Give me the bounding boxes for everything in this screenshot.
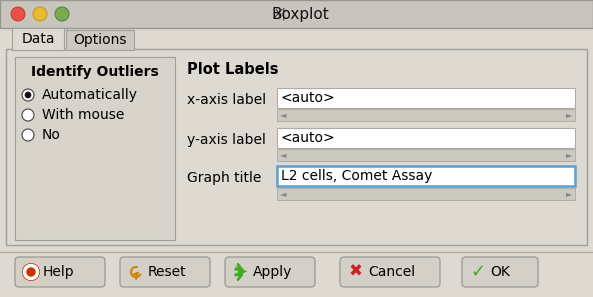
Text: ◄: ◄ — [280, 110, 286, 119]
Bar — [277, 166, 575, 186]
Text: OK: OK — [490, 265, 510, 279]
Text: ►: ► — [566, 151, 572, 159]
Text: Apply: Apply — [253, 265, 292, 279]
Bar — [15, 57, 175, 240]
Text: <auto>: <auto> — [281, 131, 336, 145]
Text: Plot Labels: Plot Labels — [187, 62, 279, 78]
Circle shape — [55, 7, 69, 21]
Text: ◄: ◄ — [280, 189, 286, 198]
FancyBboxPatch shape — [462, 257, 538, 287]
Text: Reset: Reset — [148, 265, 187, 279]
Text: ►: ► — [566, 110, 572, 119]
Text: Data: Data — [21, 32, 55, 46]
Bar — [6, 49, 587, 245]
Circle shape — [22, 129, 34, 141]
Circle shape — [25, 92, 31, 98]
FancyBboxPatch shape — [120, 257, 210, 287]
Text: L2 cells, Comet Assay: L2 cells, Comet Assay — [281, 169, 432, 183]
Circle shape — [11, 7, 25, 21]
Circle shape — [22, 89, 34, 101]
Text: Options: Options — [74, 33, 127, 47]
Text: With mouse: With mouse — [42, 108, 125, 122]
Bar — [277, 188, 575, 200]
Bar — [277, 149, 575, 161]
Circle shape — [33, 7, 47, 21]
Bar — [277, 88, 575, 108]
Text: Automatically: Automatically — [42, 88, 138, 102]
Circle shape — [23, 264, 39, 280]
Text: ✓: ✓ — [470, 263, 486, 281]
Bar — [0, 0, 593, 28]
FancyBboxPatch shape — [225, 257, 315, 287]
Bar — [12, 28, 64, 50]
Bar — [66, 30, 134, 50]
Text: <auto>: <auto> — [281, 91, 336, 105]
Text: ✖: ✖ — [349, 263, 363, 281]
Text: Identify Outliers: Identify Outliers — [31, 65, 159, 79]
Text: ►: ► — [566, 189, 572, 198]
Bar — [277, 128, 575, 148]
Circle shape — [22, 109, 34, 121]
Circle shape — [26, 267, 36, 277]
Text: Boxplot: Boxplot — [271, 7, 329, 21]
Text: ➤: ➤ — [234, 263, 248, 281]
Text: Help: Help — [43, 265, 75, 279]
FancyBboxPatch shape — [340, 257, 440, 287]
Text: No: No — [42, 128, 61, 142]
Bar — [277, 109, 575, 121]
Text: ◄: ◄ — [280, 151, 286, 159]
Text: X|: X| — [273, 7, 286, 20]
Bar — [0, 252, 593, 297]
Text: Cancel: Cancel — [368, 265, 415, 279]
Text: Graph title: Graph title — [187, 171, 262, 185]
Text: x-axis label: x-axis label — [187, 93, 266, 107]
Text: y-axis label: y-axis label — [187, 133, 266, 147]
FancyBboxPatch shape — [15, 257, 105, 287]
